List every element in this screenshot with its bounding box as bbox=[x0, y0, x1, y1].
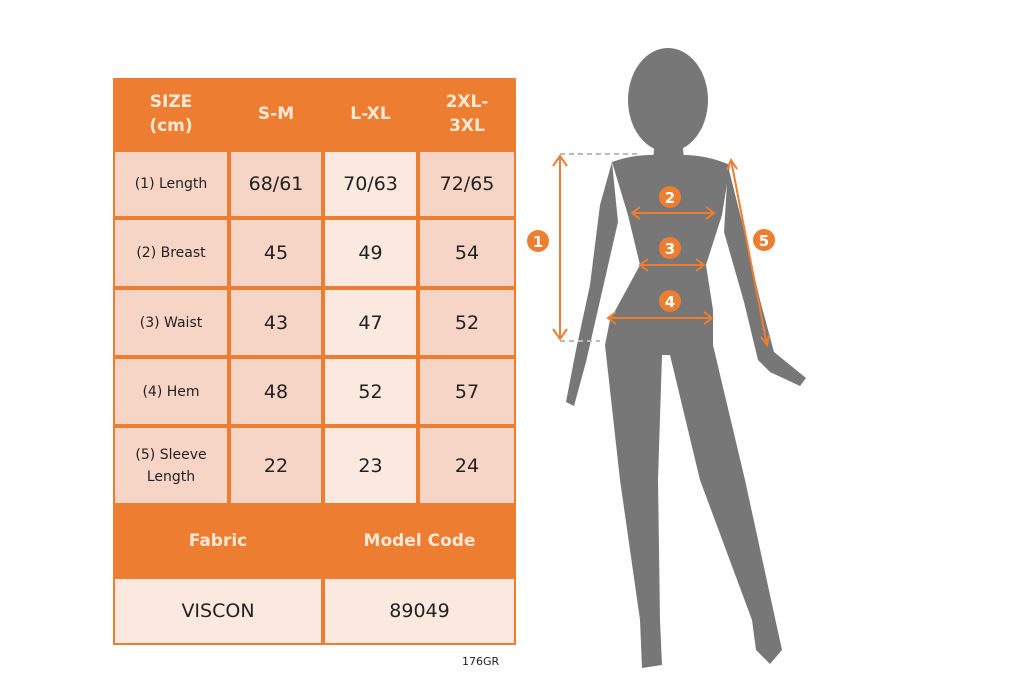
size-value: 49 bbox=[325, 220, 416, 286]
size-value: 24 bbox=[420, 428, 514, 503]
size-value: 52 bbox=[325, 359, 416, 424]
size-chart-table: SIZE (cm) S-M L-XL 2XL- 3XL (1) Length 68/61 7… bbox=[113, 78, 516, 645]
size-value: 68/61 bbox=[231, 152, 321, 216]
size-value: 22 bbox=[231, 428, 321, 503]
row-label: (4) Hem bbox=[115, 359, 227, 424]
size-value: 48 bbox=[231, 359, 321, 424]
measurement-markers: 1 2 3 4 5 bbox=[527, 186, 775, 312]
size-value: 43 bbox=[231, 290, 321, 355]
measurement-lines bbox=[552, 153, 770, 348]
row-label: (3) Waist bbox=[115, 290, 227, 355]
size-value: 23 bbox=[325, 428, 416, 503]
marker-5: 5 bbox=[759, 232, 769, 250]
header-cell: S-M bbox=[257, 104, 295, 124]
marker-3: 3 bbox=[665, 240, 675, 258]
silhouette bbox=[566, 48, 806, 668]
marker-2: 2 bbox=[665, 189, 675, 207]
header-cell: L-XL bbox=[350, 104, 391, 124]
size-value: 57 bbox=[420, 359, 514, 424]
size-value: 54 bbox=[420, 220, 514, 286]
fabric-value: VISCON bbox=[115, 579, 321, 643]
row-label: (5) Sleeve Length bbox=[115, 428, 227, 503]
model-code-header: Model Code bbox=[363, 531, 476, 551]
size-value: 45 bbox=[231, 220, 321, 286]
model-code-value: 89049 bbox=[325, 579, 514, 643]
size-value: 72/65 bbox=[420, 152, 514, 216]
size-value: 47 bbox=[325, 290, 416, 355]
product-code: 176GR bbox=[462, 655, 500, 668]
fabric-header: Fabric bbox=[188, 531, 248, 551]
row-label: (1) Length bbox=[115, 152, 227, 216]
size-value: 70/63 bbox=[325, 152, 416, 216]
row-label: (2) Breast bbox=[115, 220, 227, 286]
marker-4: 4 bbox=[665, 293, 675, 311]
size-value: 52 bbox=[420, 290, 514, 355]
header-cell: 2XL- 3XL bbox=[445, 92, 489, 136]
marker-1: 1 bbox=[533, 233, 543, 251]
header-cell: SIZE (cm) bbox=[149, 92, 193, 136]
